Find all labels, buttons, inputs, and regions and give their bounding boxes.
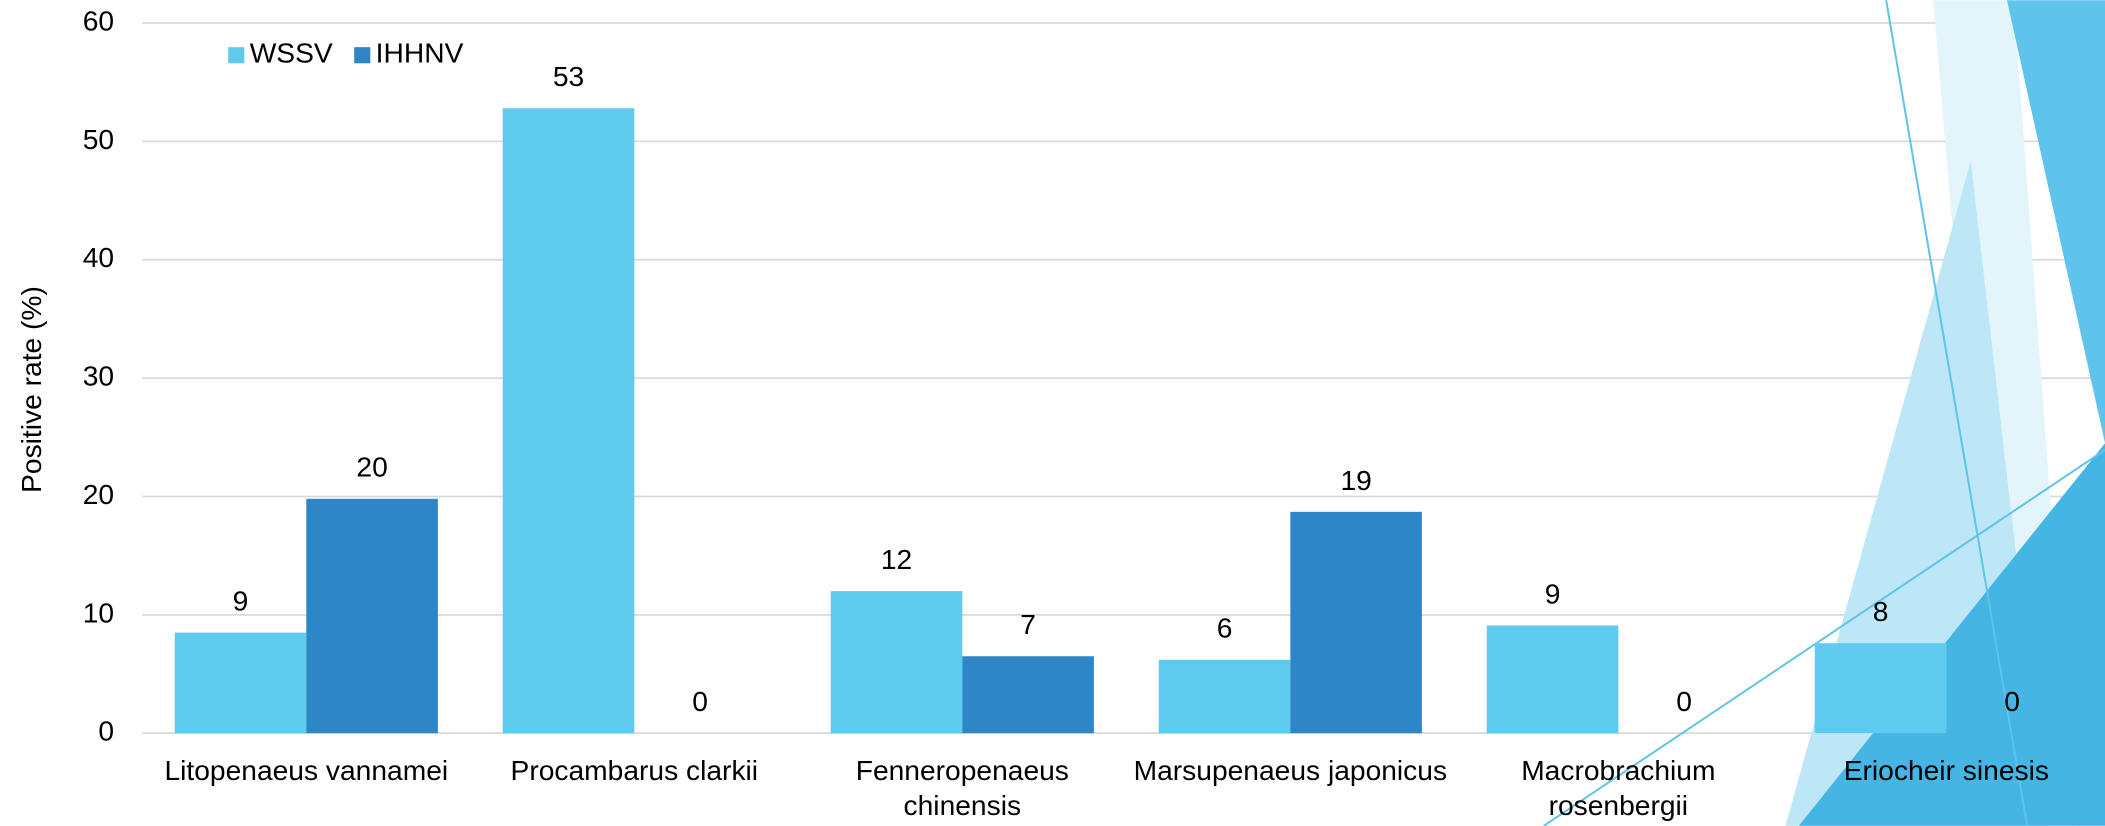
bar	[174, 632, 307, 734]
x-tick-label-box: Fenneropenaeus chinensis	[855, 756, 1069, 822]
legend-swatch	[228, 47, 245, 64]
value-label: 6	[1217, 612, 1233, 644]
x-tick-label-box: Litopenaeus vannamei	[164, 756, 449, 787]
y-tick-label: 30	[83, 360, 114, 392]
value-label: 12	[881, 543, 912, 575]
value-label: 53	[553, 60, 584, 92]
x-tick-label: Marsupenaeus japonicus	[1133, 756, 1448, 787]
x-tick-label: Fenneropenaeus chinensis	[855, 756, 1069, 822]
value-label: 20	[356, 451, 387, 483]
x-tick-label-box: Marsupenaeus japonicus	[1133, 756, 1448, 787]
bar	[306, 498, 438, 734]
x-tick-label-box: Macrobrachium rosenbergii	[1521, 756, 1716, 822]
x-tick-label: Procambarus clarkii	[510, 756, 759, 787]
bar	[1158, 659, 1291, 734]
x-tick-label: Eriocheir sinesis	[1843, 756, 2049, 787]
y-tick-label: 50	[83, 123, 114, 155]
bar	[1486, 625, 1619, 734]
x-tick-label: Macrobrachium rosenbergii	[1521, 756, 1716, 822]
y-tick-label: 60	[83, 4, 114, 36]
x-tick-label-box: Eriocheir sinesis	[1843, 756, 2049, 787]
x-tick-label-box: Procambarus clarkii	[510, 756, 759, 787]
value-label: 8	[1873, 595, 1889, 627]
value-label: 9	[1545, 577, 1561, 609]
bar	[1290, 511, 1422, 734]
y-tick-label: 40	[83, 241, 114, 273]
value-label: 19	[1340, 464, 1371, 496]
bar	[1814, 643, 1947, 734]
bar	[962, 656, 1094, 734]
value-label: 0	[692, 685, 708, 717]
y-axis-label: Positive rate (%)	[15, 286, 47, 493]
value-label: 9	[233, 584, 249, 616]
y-tick-label: 20	[83, 478, 114, 510]
value-label: 7	[1020, 608, 1036, 640]
legend-label: IHHNV	[376, 37, 464, 69]
x-tick-label: Litopenaeus vannamei	[164, 756, 449, 787]
bar	[502, 108, 635, 734]
y-tick-label: 10	[83, 596, 114, 628]
legend-label: WSSV	[250, 37, 333, 69]
grid	[142, 22, 2105, 735]
y-tick-label: 0	[98, 715, 114, 747]
value-label: 0	[2004, 685, 2020, 717]
bar	[830, 591, 963, 734]
value-label: 0	[1676, 685, 1692, 717]
legend-swatch	[354, 47, 371, 64]
